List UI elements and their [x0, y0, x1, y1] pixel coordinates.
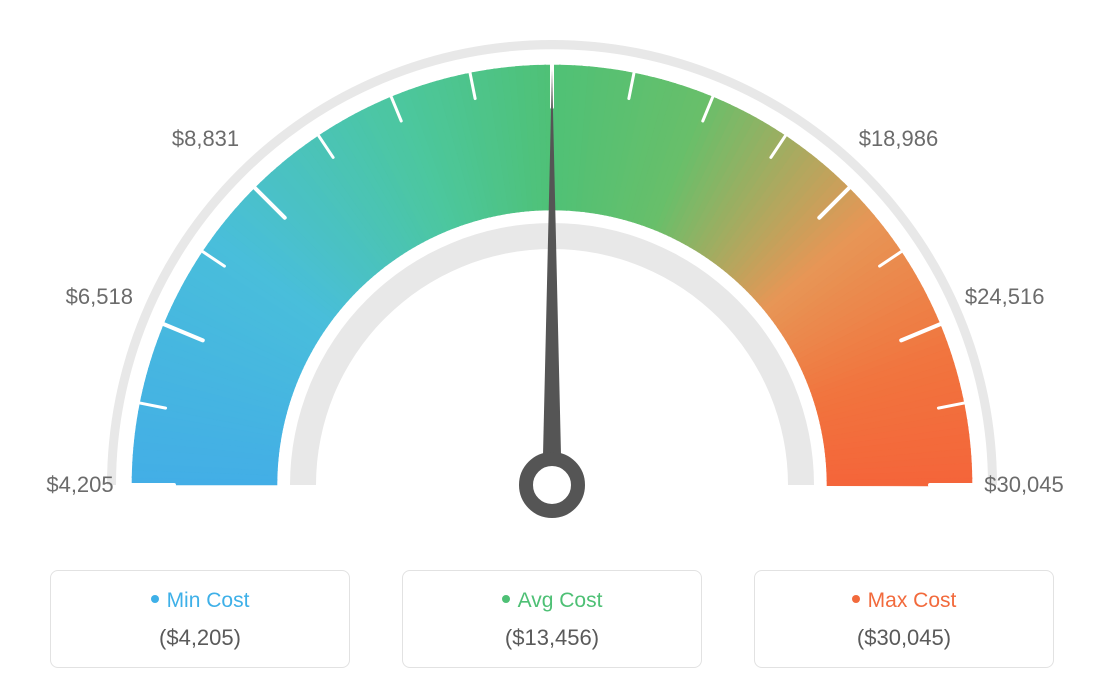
gauge-tick-label: $4,205	[46, 472, 113, 498]
legend-row: Min Cost ($4,205) Avg Cost ($13,456) Max…	[0, 570, 1104, 668]
legend-label-avg: Avg Cost	[518, 589, 603, 612]
gauge-tick-label: $30,045	[984, 472, 1064, 498]
dot-icon	[852, 595, 860, 603]
legend-card-min: Min Cost ($4,205)	[50, 570, 350, 668]
legend-value-avg: ($13,456)	[413, 625, 691, 651]
legend-value-min: ($4,205)	[61, 625, 339, 651]
legend-card-max: Max Cost ($30,045)	[754, 570, 1054, 668]
legend-title-max: Max Cost	[765, 589, 1043, 613]
gauge-tick-label: $13,456	[512, 0, 592, 2]
legend-title-min: Min Cost	[61, 589, 339, 613]
legend-card-avg: Avg Cost ($13,456)	[402, 570, 702, 668]
legend-label-min: Min Cost	[167, 589, 250, 612]
legend-title-avg: Avg Cost	[413, 589, 691, 613]
gauge-tick-label: $18,986	[859, 126, 939, 152]
legend-value-max: ($30,045)	[765, 625, 1043, 651]
gauge-tick-label: $8,831	[172, 126, 239, 152]
legend-label-max: Max Cost	[868, 589, 957, 612]
dot-icon	[502, 595, 510, 603]
gauge-svg	[0, 0, 1104, 540]
dot-icon	[151, 595, 159, 603]
gauge-tick-label: $6,518	[66, 284, 133, 310]
gauge-tick-label: $24,516	[965, 284, 1045, 310]
gauge-chart: $4,205 $6,518 $8,831 $13,456 $18,986 $24,516 $…	[0, 0, 1104, 540]
